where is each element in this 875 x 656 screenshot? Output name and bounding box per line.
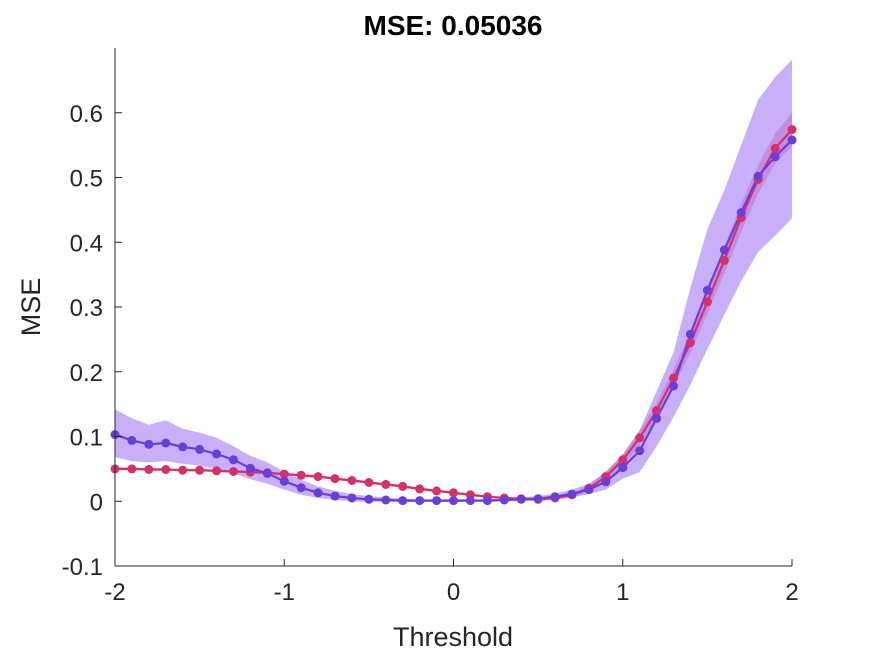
series-1-point xyxy=(127,435,137,445)
series-1-point xyxy=(195,444,205,454)
x-tick-label: -1 xyxy=(274,579,295,606)
series-1-point xyxy=(787,135,797,145)
series-1-point xyxy=(618,463,628,473)
series-1-point xyxy=(178,442,188,452)
series-0-point xyxy=(652,406,662,416)
series-1-point xyxy=(601,477,611,487)
series-1-point xyxy=(161,438,171,448)
series-markers xyxy=(110,125,797,506)
series-1-point xyxy=(212,449,222,459)
series-1-point xyxy=(567,489,577,499)
y-tick-label: 0.1 xyxy=(70,425,103,452)
series-1-point xyxy=(364,494,374,504)
x-tick-label: 1 xyxy=(616,579,629,606)
series-0-point xyxy=(787,125,797,135)
y-tick-label: 0.4 xyxy=(70,230,103,257)
x-tick-label: 0 xyxy=(447,579,460,606)
x-tick-label: 2 xyxy=(785,579,798,606)
series-1-point xyxy=(584,485,594,495)
series-1-point xyxy=(229,455,238,465)
series-0-point xyxy=(702,297,712,307)
y-tick-label: 0.6 xyxy=(70,101,103,128)
series-1-point xyxy=(702,285,712,295)
series-0-point xyxy=(381,479,391,489)
series-1-point xyxy=(499,495,509,505)
series-1-point xyxy=(398,496,408,506)
x-ticks: -2 -1 0 1 2 xyxy=(104,559,799,606)
series-1-point xyxy=(770,152,780,162)
y-tick-label: 0 xyxy=(90,489,103,516)
chart-title: MSE: 0.05036 xyxy=(364,10,543,41)
series-1-point xyxy=(144,439,154,449)
series-1-point xyxy=(516,494,526,504)
series-0-point xyxy=(719,255,729,265)
y-tick-label: -0.1 xyxy=(62,554,103,581)
series-1-point xyxy=(736,208,746,217)
series-1-point xyxy=(415,496,425,506)
series-1-point xyxy=(313,488,323,498)
series-1-point xyxy=(533,494,543,504)
y-axis-title: MSE xyxy=(16,278,46,337)
series-0-point xyxy=(685,338,695,348)
y-ticks: -0.1 0 0.1 0.2 0.3 0.4 0.5 0.6 xyxy=(62,101,122,581)
y-tick-label: 0.2 xyxy=(70,360,103,387)
series-1-point xyxy=(449,496,458,506)
series-0-point xyxy=(296,470,306,480)
series-1-point xyxy=(330,491,340,501)
series-0-point xyxy=(364,478,374,487)
series-0-point xyxy=(635,433,645,443)
series-0-point xyxy=(127,464,137,474)
series-0-point xyxy=(144,465,154,474)
x-tick-label: -2 xyxy=(104,579,125,606)
series-0-point xyxy=(770,143,780,153)
confidence-bands xyxy=(115,59,792,502)
series-0-point xyxy=(161,465,171,474)
series-1-point xyxy=(262,468,272,478)
series-1-point xyxy=(719,245,729,255)
series-1-point xyxy=(482,496,492,506)
series-0-point xyxy=(313,472,323,482)
series-1-point xyxy=(550,492,560,502)
series-0-point xyxy=(432,486,442,496)
series-0-point xyxy=(178,465,188,475)
series-0-point xyxy=(415,484,425,494)
y-tick-label: 0.3 xyxy=(70,295,103,322)
series-1-point xyxy=(635,446,645,456)
y-tick-label: 0.5 xyxy=(70,166,103,193)
series-1-point xyxy=(669,381,678,391)
series-1-band xyxy=(115,59,792,502)
series-1-point xyxy=(347,493,357,503)
series-0-point xyxy=(618,455,628,465)
series-1-point xyxy=(432,496,442,506)
series-1-point xyxy=(296,483,306,493)
series-0-point xyxy=(279,469,289,479)
series-0-point xyxy=(347,476,357,485)
series-1-point xyxy=(685,329,695,339)
series-0-point xyxy=(195,465,205,475)
series-0-point xyxy=(330,474,340,484)
series-0-point xyxy=(212,466,222,476)
series-1-point xyxy=(652,413,662,423)
series-0-point xyxy=(449,488,458,498)
series-0-point xyxy=(398,481,408,491)
series-1-point xyxy=(245,463,255,473)
series-1-point xyxy=(465,496,475,506)
series-0-point xyxy=(669,373,678,383)
series-1-point xyxy=(381,495,391,505)
series-1-point xyxy=(753,171,763,181)
series-0-point xyxy=(229,467,238,476)
x-axis-title: Threshold xyxy=(393,622,513,652)
series-1-point xyxy=(279,476,289,486)
